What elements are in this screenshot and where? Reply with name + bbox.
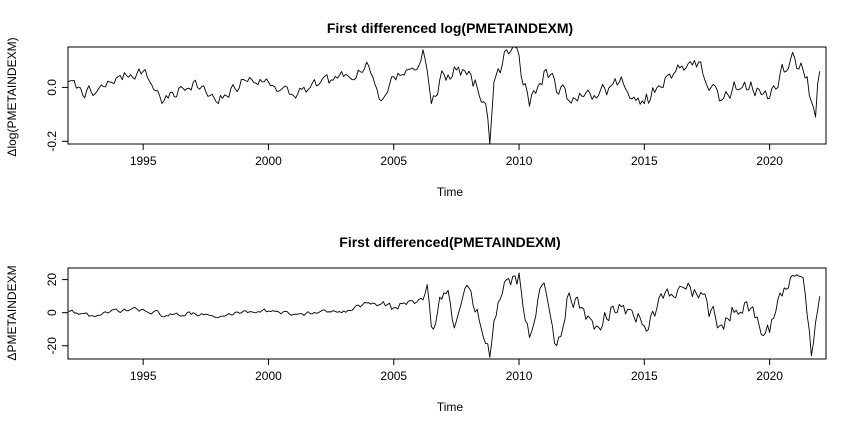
x-tick-label: 2000 — [255, 369, 282, 383]
x-tick-label: 2010 — [506, 154, 533, 168]
series-line — [67, 272, 821, 358]
x-tick-label: 2020 — [756, 369, 783, 383]
chart-title: First differenced(PMETAINDEXM) — [339, 234, 560, 250]
y-axis-label: Δlog(PMETAINDEXM) — [5, 37, 19, 156]
y-tick-label: -20 — [45, 337, 59, 355]
x-tick-label: 2020 — [756, 154, 783, 168]
x-tick-label: 1995 — [130, 369, 157, 383]
x-tick-label: 2010 — [506, 369, 533, 383]
plot-frame — [67, 267, 827, 360]
series-line — [67, 46, 821, 145]
y-tick-label: 20 — [45, 273, 59, 287]
y-axis-label: ΔPMETAINDEXM — [5, 265, 19, 360]
x-tick-label: 2015 — [631, 154, 658, 168]
y-ticks: 20 0 -20 — [45, 273, 68, 355]
panel-bottom: First differenced(PMETAINDEXM) Time ΔPME… — [5, 234, 827, 414]
plot-frame — [67, 46, 827, 145]
x-tick-label: 1995 — [130, 154, 157, 168]
x-ticks: 1995 2000 2005 2010 2015 2020 — [130, 144, 783, 168]
x-tick-label: 2000 — [255, 154, 282, 168]
x-tick-label: 2015 — [631, 369, 658, 383]
y-tick-label: 0.0 — [45, 79, 59, 96]
y-tick-label: -0.2 — [45, 131, 59, 152]
x-ticks: 1995 2000 2005 2010 2015 2020 — [130, 359, 783, 383]
panel-top: First differenced log(PMETAINDEXM) Time … — [5, 20, 827, 199]
y-ticks: 0.0 -0.2 — [45, 79, 68, 152]
y-tick-label: 0 — [45, 309, 59, 316]
x-tick-label: 2005 — [380, 154, 407, 168]
x-axis-label: Time — [437, 185, 464, 199]
chart-title: First differenced log(PMETAINDEXM) — [327, 20, 573, 36]
x-tick-label: 2005 — [380, 369, 407, 383]
x-axis-label: Time — [437, 400, 464, 414]
